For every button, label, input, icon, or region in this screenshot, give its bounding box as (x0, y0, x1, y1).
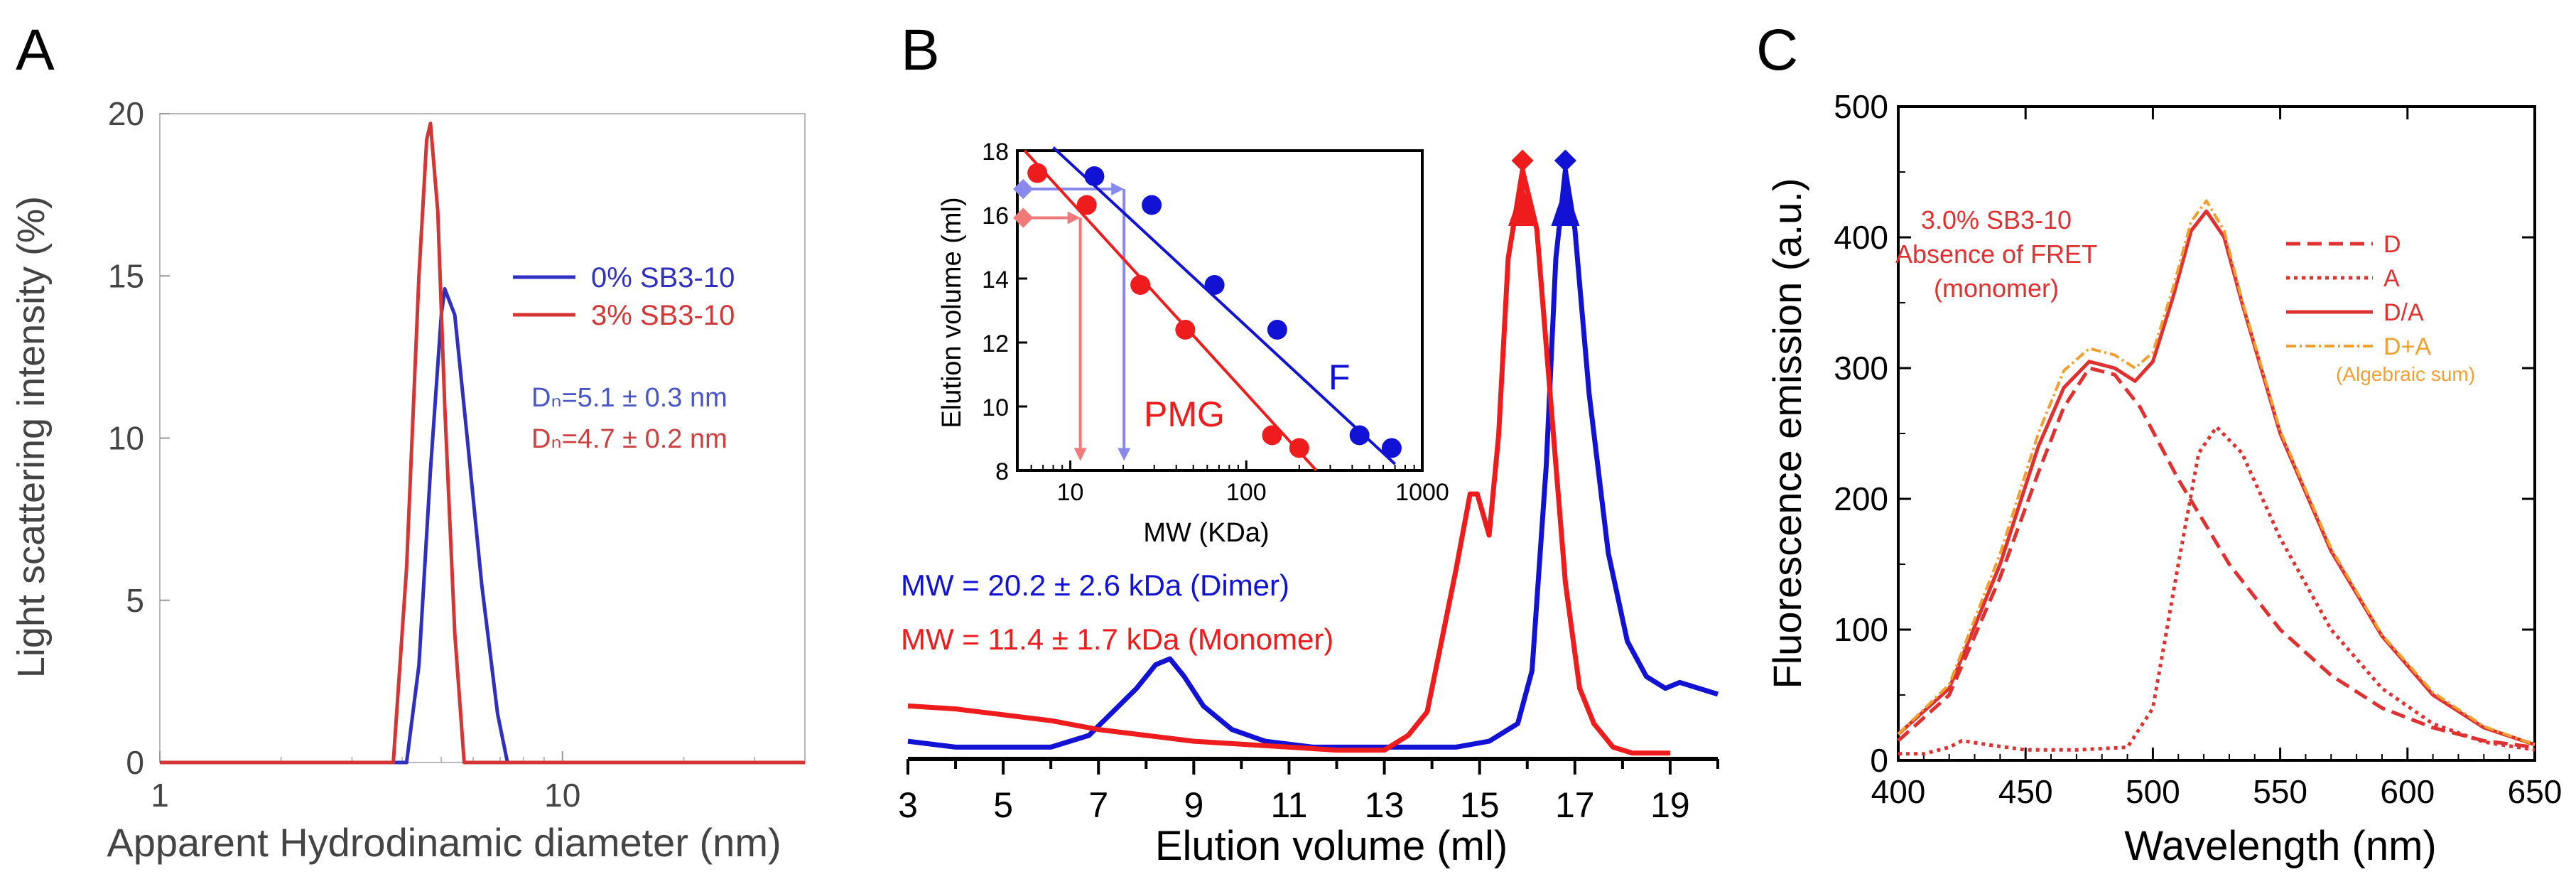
chart-c-xtick-label: 450 (1998, 773, 2053, 810)
chart-b: 3 5 7 9 11 13 15 17 19 Elution volume (ml) MW = … (898, 139, 1719, 869)
dh-annotation-red: Dₙ=4.7 ± 0.2 nm (531, 424, 727, 454)
chart-a: 0 5 10 15 20 1 10 Apparent Hydrodinamic diamet… (10, 95, 806, 865)
chart-c-xtick-label: 500 (2126, 773, 2180, 810)
chart-a-xlabel: Apparent Hydrodinamic diameter (nm) (107, 820, 781, 865)
legend-label-d: D (2383, 231, 2401, 258)
chart-b-xtick-label: 17 (1555, 785, 1595, 825)
chart-c-ytick-label: 400 (1834, 219, 1888, 256)
chart-b-xtick-label: 9 (1184, 785, 1203, 825)
inset-ytick-label: 14 (982, 266, 1009, 293)
inset-point-f (1349, 425, 1370, 446)
fret-annotation-line-2: Absence of FRET (1895, 239, 2097, 269)
legend-label-a: A (2383, 265, 2400, 292)
chart-c-ytick-label: 500 (1834, 88, 1888, 125)
mw-annotation-monomer: MW = 11.4 ± 1.7 kDa (Monomer) (901, 622, 1333, 656)
dimer-guide-v-arrowhead (1117, 448, 1131, 461)
chart-b-xtick-label: 19 (1650, 785, 1690, 825)
dh-annotation-blue: Dₙ=5.1 ± 0.3 nm (531, 383, 727, 413)
inset-xtick-label: 1000 (1395, 479, 1449, 506)
inset-ytick-label: 12 (982, 330, 1009, 357)
inset-ytick-label: 10 (982, 394, 1009, 421)
chart-a-xtick-label: 1 (151, 777, 169, 814)
chart-a-ytick-label: 15 (108, 257, 144, 294)
chart-b-xtick-label: 13 (1365, 785, 1405, 825)
monomer-guide-h-arrowhead (1067, 211, 1081, 225)
panel-label-a: A (16, 18, 55, 82)
dimer-guide-diamond (1013, 178, 1034, 200)
inset-point-f (1381, 438, 1402, 458)
series-line-a (1898, 425, 2536, 756)
inset-fit-line-f (1052, 146, 1396, 465)
series-line-monomer (907, 167, 1670, 756)
inset-label-pmg: PMG (1144, 394, 1225, 434)
inset-xtick-label: 100 (1226, 479, 1267, 506)
inset-xtick-label: 10 (1057, 479, 1084, 506)
series-line-3-sb3-10 (160, 122, 805, 765)
inset-point-pmg (1262, 425, 1282, 446)
inset-ytick-label: 16 (982, 203, 1009, 230)
legend-note-algebraic-sum: (Algebraic sum) (2336, 363, 2475, 385)
chart-c-xtick-label: 650 (2508, 773, 2563, 810)
chart-a-xtick-label: 10 (544, 777, 580, 814)
dimer-guide-h-arrowhead (1111, 183, 1125, 195)
chart-c-xtick-label: 550 (2253, 773, 2307, 810)
inset-point-pmg (1130, 275, 1151, 295)
chart-c-ytick-label: 200 (1834, 480, 1888, 517)
chart-b-xtick-label: 3 (898, 785, 918, 825)
chart-c-frame (1897, 105, 2536, 762)
chart-b-xlabel: Elution volume (ml) (1155, 823, 1508, 869)
inset-point-pmg (1027, 163, 1048, 183)
series-line-d-plus-a (1897, 199, 2536, 746)
chart-a-ytick-label: 10 (108, 420, 144, 457)
chart-b-xtick-label: 5 (993, 785, 1013, 825)
inset-chart: 8 10 12 14 16 18 10 100 1000 MW (KDa) Elution vo… (937, 139, 1449, 548)
inset-point-f (1084, 166, 1105, 186)
series-line-0-sb3-10 (160, 287, 805, 765)
inset-label-f: F (1328, 357, 1351, 397)
chart-c-xtick-label: 600 (2380, 773, 2435, 810)
monomer-guide-diamond (1013, 207, 1034, 228)
inset-ytick-label: 18 (982, 139, 1009, 166)
series-line-dimer (907, 167, 1719, 750)
inset-fit-line-pmg (1023, 149, 1318, 472)
chart-c: 0 100 200 300 400 500 400 450 500 550 600 650 Wavel… (1765, 88, 2562, 869)
mw-annotation-dimer: MW = 20.2 ± 2.6 kDa (Dimer) (901, 568, 1289, 602)
chart-b-xtick-label: 11 (1271, 785, 1308, 825)
chart-a-ylabel: Light scattering intensity (%) (10, 196, 53, 678)
fret-annotation-line-3: (monomer) (1934, 274, 2059, 303)
fret-annotation-line-1: 3.0% SB3-10 (1921, 205, 2072, 235)
inset-ylabel: Elution volume (ml) (937, 197, 967, 428)
inset-point-pmg (1076, 195, 1097, 215)
panel-label-b: B (901, 18, 940, 82)
chart-c-ytick-label: 300 (1834, 350, 1888, 387)
chart-b-xtick-label: 15 (1460, 785, 1500, 825)
legend-label-0pct: 0% SB3-10 (591, 262, 735, 293)
chart-a-ytick-label: 0 (126, 744, 144, 781)
inset-xlabel: MW (KDa) (1143, 518, 1269, 548)
inset-frame (1016, 149, 1424, 472)
legend-label-3pct: 3% SB3-10 (591, 300, 735, 331)
chart-c-ylabel: Fluorescence emission (a.u.) (1765, 178, 1809, 689)
series-line-d-over-a (1897, 209, 2536, 747)
inset-point-pmg (1175, 320, 1196, 340)
chart-a-ytick-label: 20 (108, 95, 144, 132)
inset-point-f (1204, 275, 1225, 295)
chart-c-xlabel: Wavelength (nm) (2124, 823, 2436, 869)
chart-a-ytick-label: 5 (126, 582, 144, 619)
inset-point-pmg (1289, 438, 1309, 458)
monomer-guide-v-arrowhead (1073, 448, 1087, 461)
inset-point-f (1267, 320, 1287, 340)
chart-c-ytick-label: 100 (1834, 611, 1888, 648)
chart-b-xtick-label: 7 (1088, 785, 1108, 825)
panel-label-c: C (1756, 18, 1798, 82)
inset-point-f (1142, 195, 1162, 215)
legend-label-d-plus-a: D+A (2383, 333, 2431, 360)
inset-ytick-label: 8 (995, 458, 1009, 485)
legend-label-d-over-a: D/A (2383, 299, 2424, 326)
chart-c-ytick-label: 0 (1870, 742, 1888, 779)
series-line-d (1897, 366, 2536, 750)
chart-c-xtick-label: 400 (1871, 773, 1926, 810)
